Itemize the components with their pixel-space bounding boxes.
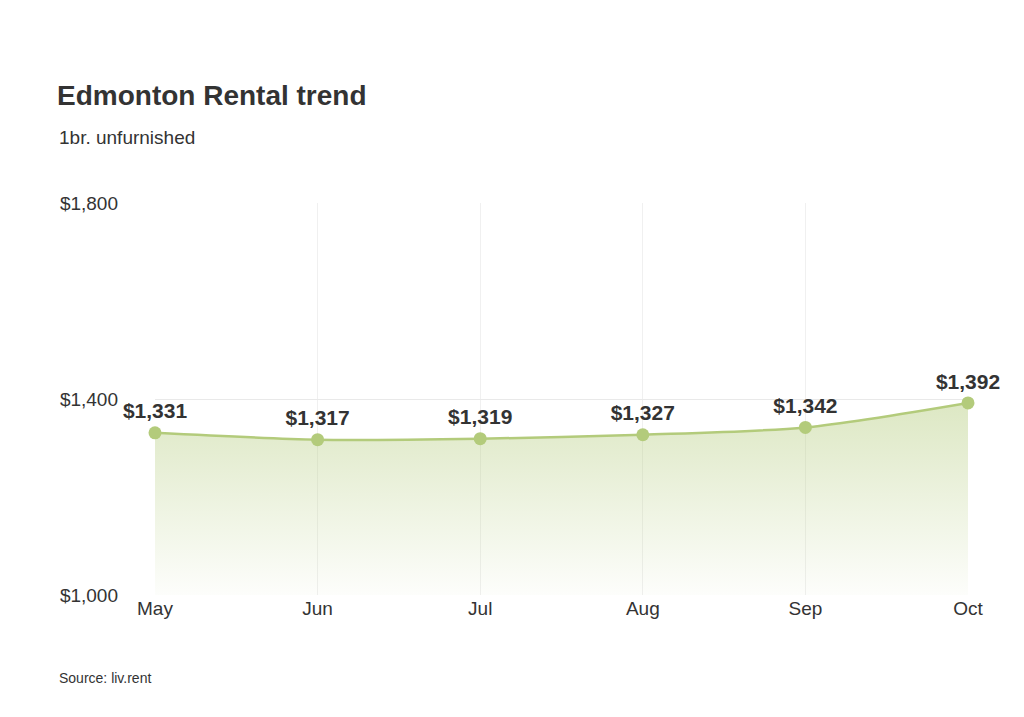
svg-text:$1,317: $1,317 [285,406,349,429]
svg-text:$1,400: $1,400 [60,389,118,410]
svg-text:$1,331: $1,331 [123,399,188,422]
svg-text:Source: liv.rent: Source: liv.rent [59,670,151,686]
svg-text:May: May [137,598,173,619]
svg-text:$1,342: $1,342 [773,394,837,417]
svg-text:Aug: Aug [626,598,660,619]
svg-text:1br. unfurnished: 1br. unfurnished [59,127,195,148]
svg-text:Edmonton Rental trend: Edmonton Rental trend [57,80,367,111]
svg-text:Jun: Jun [302,598,333,619]
svg-text:Oct: Oct [953,598,983,619]
svg-text:Jul: Jul [468,598,492,619]
svg-text:$1,800: $1,800 [60,193,118,214]
svg-text:Sep: Sep [788,598,822,619]
svg-text:$1,327: $1,327 [611,401,675,424]
svg-text:$1,319: $1,319 [448,405,512,428]
svg-text:$1,000: $1,000 [60,585,118,606]
svg-text:$1,392: $1,392 [936,370,1000,393]
